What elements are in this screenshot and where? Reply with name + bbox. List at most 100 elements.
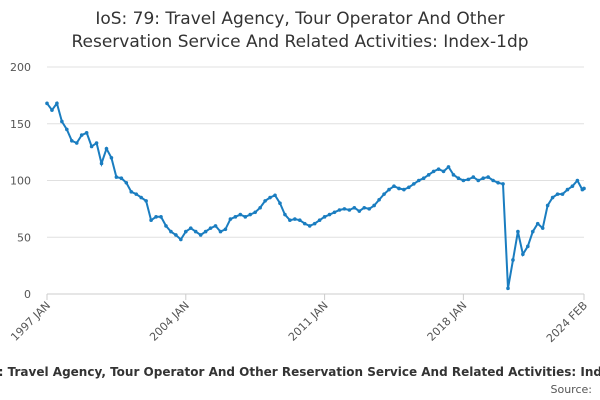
point [203,229,208,234]
chart-title: IoS: 79: Travel Agency, Tour Operator An… [95,9,504,29]
point [213,224,218,228]
point [268,195,272,200]
point [94,141,99,145]
point [575,178,580,183]
point [149,218,153,223]
point [45,101,49,106]
point [218,229,223,234]
point [426,173,431,177]
point [441,169,446,174]
point [65,127,69,132]
point [159,215,163,219]
point [471,175,476,179]
point [436,167,441,171]
source: Source: [551,383,593,396]
point [550,195,555,200]
point [179,237,183,242]
point [456,176,461,181]
point [60,119,64,124]
point [501,182,505,186]
point [278,201,282,205]
point [208,226,213,230]
point [104,146,109,151]
point [193,229,198,234]
point [89,144,94,149]
point [337,208,342,212]
point [451,173,456,177]
point [545,203,550,208]
point [352,205,357,210]
point [233,215,238,219]
point [223,227,228,232]
point [565,187,570,192]
point [188,226,193,230]
point [109,156,114,160]
point [506,286,510,291]
point [114,175,119,179]
point [521,252,525,257]
point [332,210,337,215]
point [535,221,540,226]
point [582,186,586,191]
point [293,217,297,221]
point [263,199,267,203]
point [69,138,74,143]
point [412,182,416,186]
point [238,212,243,217]
point [540,226,545,230]
point [50,108,54,112]
point [134,192,139,196]
x-tick-label: 2024 FEB [544,299,590,345]
point [198,233,203,237]
point [129,190,134,194]
point [377,197,381,202]
legend-entry: IoS: 79: Travel Agency, Tour Operator An… [0,365,600,379]
x-tick-label: 2004 JAN [147,299,192,344]
point [74,141,79,145]
point [407,185,411,190]
point [79,133,84,137]
point [481,176,486,181]
x-tick-label: 1997 JAN [8,299,53,344]
y-tick-label: 200 [10,61,31,74]
point [570,184,575,188]
point [307,224,312,228]
point [382,192,386,196]
point [402,187,406,192]
line [46,101,585,289]
point [446,165,451,169]
point [511,258,515,262]
point [397,186,401,191]
point [139,195,143,200]
point [144,199,148,203]
point [55,101,59,106]
point [99,161,104,166]
point [362,205,367,210]
y-tick-label: 150 [10,118,31,131]
point [119,176,124,181]
point [243,215,248,219]
point [154,215,158,219]
point [421,176,426,181]
point [183,229,188,234]
y-tick-label: 0 [24,288,31,301]
point [169,229,173,234]
point [392,184,396,188]
x-tick-label: 2011 JAN [286,299,331,344]
point [342,207,347,211]
point [174,233,178,237]
point [367,207,372,211]
point [317,218,322,223]
point [496,180,500,185]
point [327,212,332,217]
point [466,177,471,182]
chart-title: Reservation Service And Related Activiti… [71,32,528,52]
point [253,210,257,215]
point [302,221,307,226]
point [164,224,168,228]
point [560,192,565,196]
point [347,208,352,212]
point [476,178,481,183]
point [312,221,317,226]
